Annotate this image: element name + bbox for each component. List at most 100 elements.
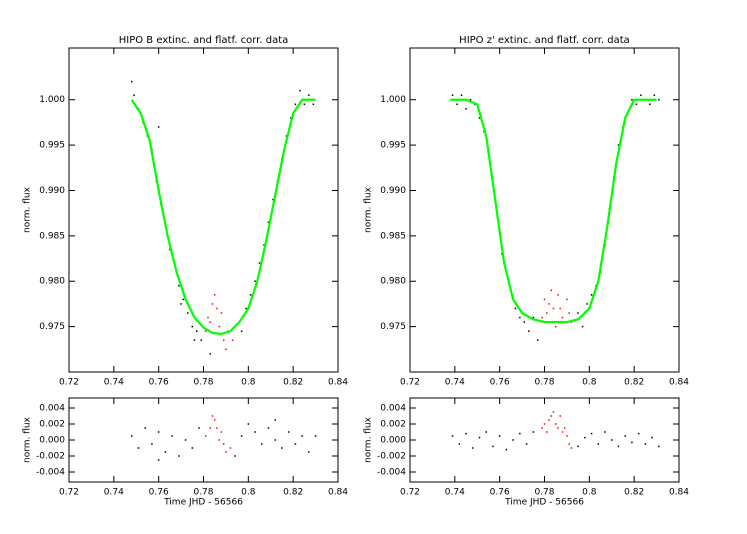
data-point bbox=[254, 280, 256, 282]
data-point bbox=[637, 432, 640, 435]
plot-frame bbox=[68, 397, 339, 483]
x-tick-label: 0.78 bbox=[193, 378, 213, 388]
data-point bbox=[184, 439, 187, 441]
data-point bbox=[640, 94, 642, 96]
data-point bbox=[514, 307, 517, 310]
data-point bbox=[478, 117, 481, 119]
data-point bbox=[131, 435, 133, 437]
data-point bbox=[653, 94, 656, 96]
data-point bbox=[604, 431, 606, 433]
data-point bbox=[220, 312, 223, 314]
y-tick-label: 0.000 bbox=[380, 436, 406, 446]
data-point bbox=[478, 436, 481, 439]
data-point bbox=[209, 353, 211, 355]
data-point bbox=[543, 298, 546, 301]
data-point bbox=[561, 431, 564, 433]
data-point bbox=[465, 108, 467, 110]
x-tick-label: 0.8 bbox=[241, 378, 256, 388]
data-point bbox=[557, 427, 559, 429]
data-point bbox=[240, 330, 243, 332]
y-tick-label: 0.000 bbox=[39, 436, 65, 446]
x-tick-label: 0.78 bbox=[534, 488, 554, 498]
data-point bbox=[218, 439, 220, 441]
data-point bbox=[294, 103, 297, 106]
data-point bbox=[554, 423, 557, 425]
data-point bbox=[157, 431, 160, 433]
data-point bbox=[209, 427, 211, 429]
data-point bbox=[218, 325, 220, 328]
data-point bbox=[222, 443, 225, 445]
data-point bbox=[584, 436, 586, 439]
y-tick-label: 0.985 bbox=[380, 231, 406, 241]
data-point bbox=[451, 435, 454, 437]
x-axis-label: Time JHD - 56566 bbox=[504, 498, 584, 508]
data-point bbox=[187, 312, 189, 314]
data-point bbox=[631, 441, 633, 444]
y-tick-label: 0.002 bbox=[380, 420, 406, 430]
data-point bbox=[211, 303, 214, 305]
data-point bbox=[234, 455, 236, 457]
y-tick-label: 1.000 bbox=[39, 95, 65, 105]
data-point bbox=[548, 419, 550, 421]
x-tick-label: 0.82 bbox=[283, 488, 303, 498]
data-point bbox=[528, 330, 530, 332]
plot-frame bbox=[409, 397, 680, 483]
data-point bbox=[577, 312, 579, 314]
data-point bbox=[631, 98, 633, 101]
x-tick-label: 0.84 bbox=[328, 378, 348, 388]
data-point bbox=[294, 443, 297, 445]
plot-frame bbox=[409, 47, 680, 373]
x-tick-label: 0.78 bbox=[193, 488, 213, 498]
x-tick-label: 0.8 bbox=[241, 488, 256, 498]
data-point bbox=[597, 443, 600, 445]
data-point bbox=[566, 435, 568, 437]
x-tick-label: 0.72 bbox=[400, 378, 420, 388]
x-tick-label: 0.74 bbox=[104, 378, 124, 388]
data-point bbox=[492, 445, 494, 448]
data-point bbox=[301, 435, 303, 437]
data-point bbox=[193, 339, 196, 341]
data-point bbox=[207, 316, 209, 319]
data-point bbox=[561, 316, 564, 319]
data-point bbox=[617, 445, 620, 448]
data-point bbox=[644, 443, 647, 445]
data-point bbox=[178, 285, 180, 287]
data-point bbox=[570, 447, 573, 449]
data-point bbox=[133, 94, 135, 96]
data-point bbox=[548, 303, 550, 305]
data-point bbox=[157, 459, 160, 461]
data-point bbox=[552, 307, 555, 310]
data-point bbox=[213, 419, 216, 421]
data-point bbox=[157, 126, 160, 128]
data-point bbox=[559, 415, 561, 417]
data-point bbox=[231, 339, 234, 341]
data-point bbox=[267, 427, 270, 429]
data-point bbox=[554, 325, 557, 328]
y-tick-label: -0.002 bbox=[377, 452, 406, 462]
data-point bbox=[274, 439, 276, 441]
data-point bbox=[590, 294, 593, 296]
data-point bbox=[171, 435, 173, 437]
data-point bbox=[485, 431, 487, 433]
data-point bbox=[460, 94, 463, 96]
data-point bbox=[225, 348, 227, 351]
x-tick-label: 0.84 bbox=[669, 378, 689, 388]
data-point bbox=[658, 445, 660, 448]
data-point bbox=[451, 94, 454, 96]
data-point bbox=[563, 427, 566, 429]
model-line bbox=[450, 98, 657, 324]
y-tick-label: -0.004 bbox=[36, 468, 65, 478]
x-tick-label: 0.76 bbox=[490, 488, 510, 498]
data-point bbox=[635, 103, 638, 106]
data-point bbox=[281, 447, 283, 449]
data-point bbox=[532, 316, 535, 319]
y-axis-label: norm. flux bbox=[364, 416, 374, 463]
y-axis-label: norm. flux bbox=[364, 186, 374, 233]
data-point bbox=[537, 339, 539, 341]
plot-frame bbox=[68, 47, 339, 373]
data-point bbox=[178, 455, 180, 457]
y-tick-label: 0.002 bbox=[39, 420, 65, 430]
data-point bbox=[258, 262, 261, 264]
data-point bbox=[213, 294, 216, 296]
